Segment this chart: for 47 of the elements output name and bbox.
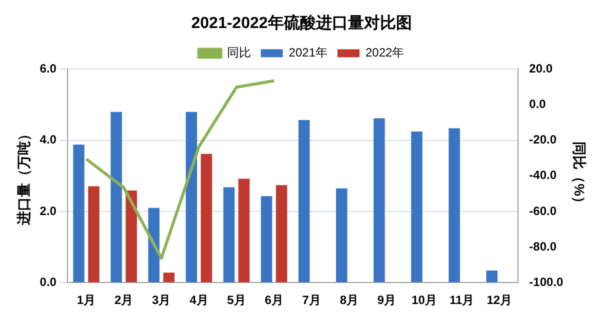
legend-label: 2022年: [366, 46, 404, 60]
bar: [486, 270, 498, 282]
bar: [298, 120, 310, 282]
bar: [374, 118, 385, 282]
x-tick-label: 9月: [377, 293, 396, 308]
bar: [238, 178, 250, 282]
bar: [223, 187, 235, 282]
bar: [126, 190, 137, 282]
x-tick-label: 4月: [190, 293, 208, 308]
y-tick-label: 6.0: [40, 62, 57, 76]
x-tick-label: 6月: [264, 293, 284, 308]
y-tick-label: 2.0: [40, 204, 57, 218]
bar: [260, 196, 272, 282]
x-tick-label: 11月: [449, 293, 474, 308]
x-tick-label: 12月: [486, 293, 512, 308]
bar: [73, 144, 84, 282]
y2-tick-label: -20.0: [529, 132, 557, 147]
bar: [110, 112, 122, 282]
legend-label: 2021年: [288, 46, 328, 60]
x-tick-label: 1月: [76, 293, 96, 308]
y2-tick-label: -60.0: [529, 204, 557, 218]
bar: [448, 128, 460, 282]
chart-title: 2021-2022年硫酸进口量对比图: [191, 14, 412, 32]
y2-tick-label: 0.0: [529, 97, 546, 112]
y2-tick-label: -80.0: [529, 239, 557, 254]
bar: [186, 112, 198, 282]
y2-tick-label: -100.0: [529, 274, 564, 289]
legend-label: 同比: [226, 46, 251, 60]
bar: [88, 186, 100, 282]
y2-tick-label: -40.0: [529, 168, 557, 182]
y2-axis-title: 同比（%）: [572, 142, 588, 210]
y-tick-label: 4.0: [40, 132, 57, 147]
x-tick-label: 5月: [227, 293, 246, 308]
x-tick-label: 7月: [302, 293, 321, 308]
bar: [336, 188, 348, 282]
y2-tick-label: 20.0: [529, 62, 553, 76]
bar: [411, 131, 422, 282]
x-tick-label: 10月: [412, 293, 437, 308]
bar: [276, 185, 288, 282]
bar: [200, 154, 212, 282]
x-tick-label: 3月: [152, 293, 171, 308]
x-tick-label: 8月: [340, 293, 359, 308]
y-tick-label: 0.0: [40, 274, 57, 289]
y-axis-title: 进口量（万吨）: [15, 126, 32, 226]
x-tick-label: 2月: [114, 293, 134, 308]
bar: [163, 272, 175, 282]
bar: [148, 208, 160, 282]
